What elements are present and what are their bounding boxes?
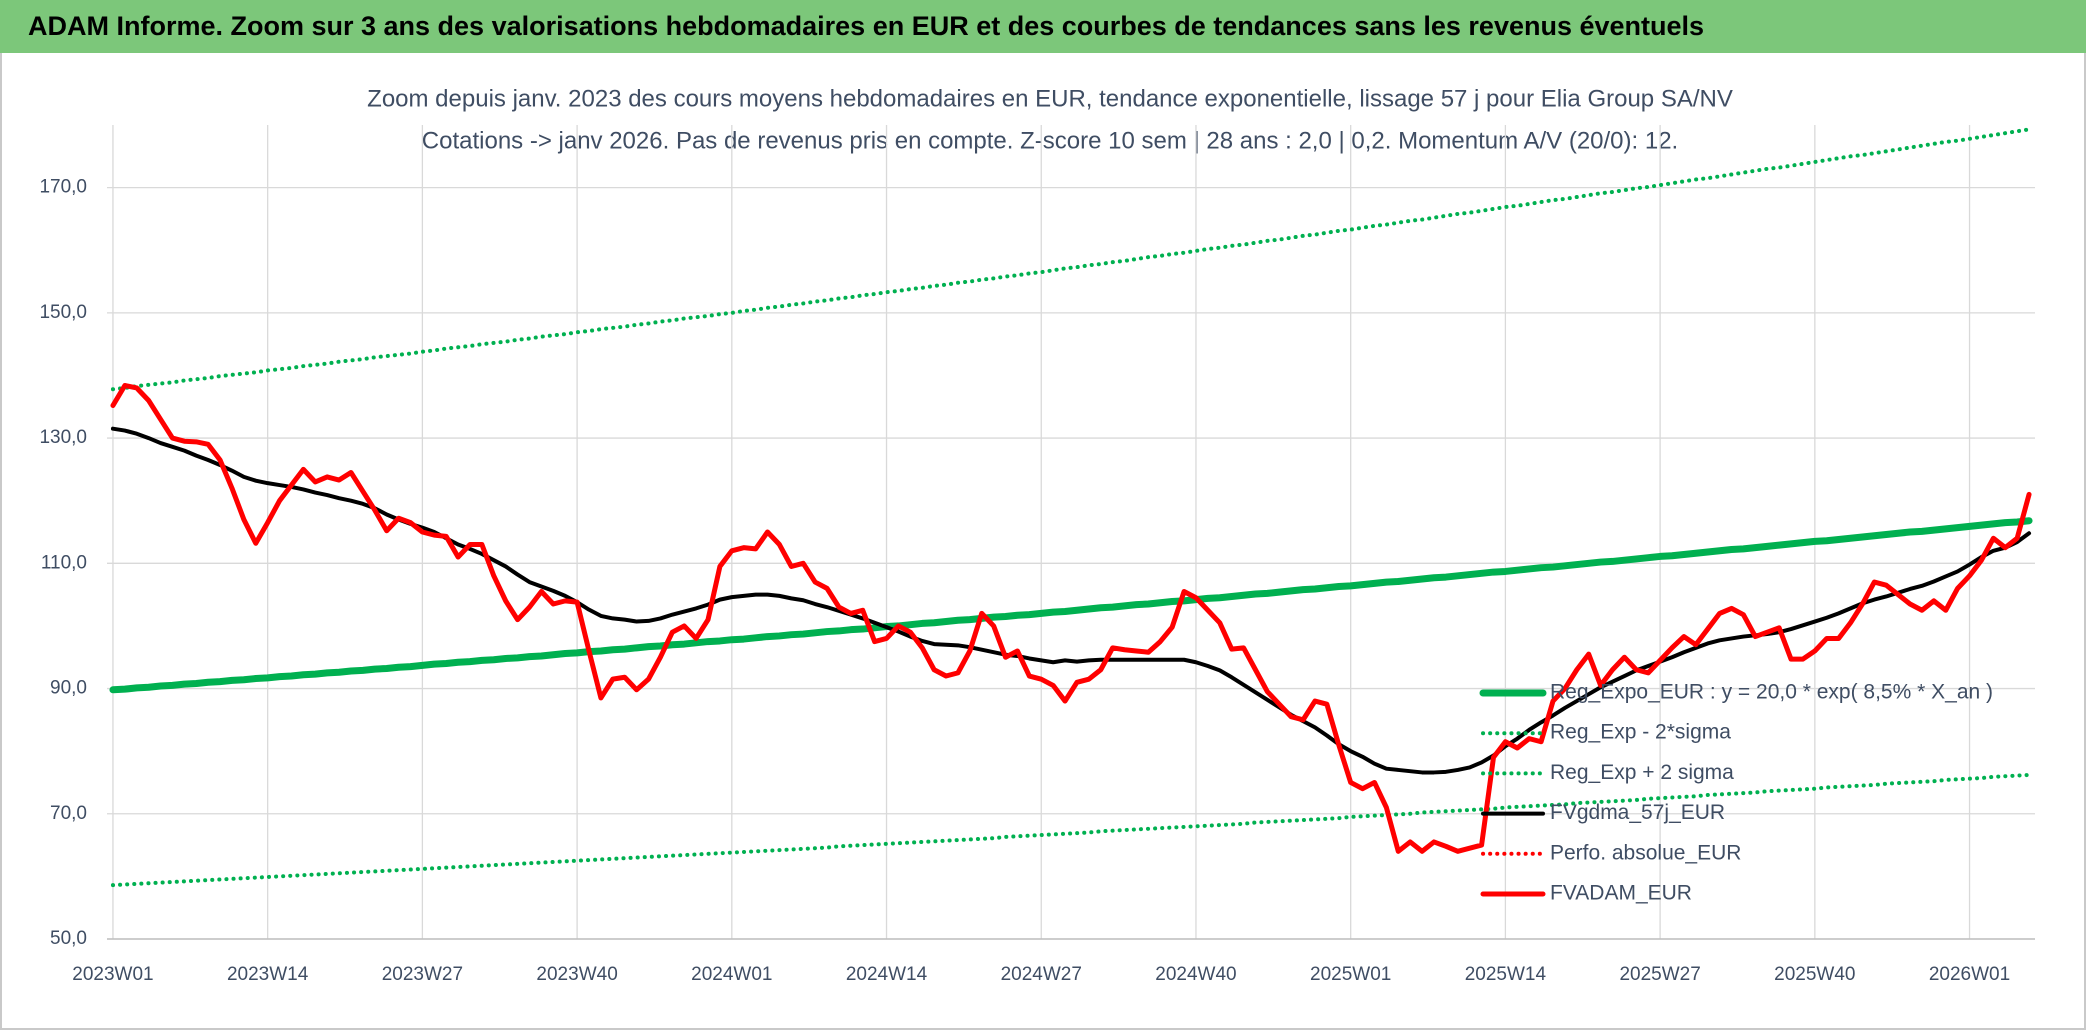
series-line	[109, 517, 2033, 694]
legend-label: Reg_Expo_EUR : y = 20,0 * exp( 8,5% * X_…	[1550, 681, 1993, 704]
x-tick-label: 2024W14	[846, 964, 928, 985]
y-tick-label: 170,0	[39, 177, 87, 198]
y-tick-label: 90,0	[50, 678, 87, 699]
series-line	[110, 426, 2032, 775]
x-tick-label: 2026W01	[1929, 964, 2010, 985]
y-tick-label: 110,0	[41, 552, 87, 573]
y-tick-label: 50,0	[50, 928, 87, 949]
x-tick-label: 2023W14	[227, 964, 309, 985]
y-tick-label: 130,0	[39, 427, 87, 448]
x-tick-label: 2025W14	[1465, 964, 1547, 985]
legend-label: FVADAM_EUR	[1550, 882, 1692, 905]
x-tick-label: 2025W27	[1619, 964, 1700, 985]
legend-label: Perfo. absolue_EUR	[1550, 841, 1741, 864]
x-tick-label: 2024W27	[1001, 964, 1082, 985]
x-tick-label: 2023W27	[382, 964, 463, 985]
legend-label: Reg_Exp + 2 sigma	[1550, 761, 1734, 784]
series-line	[110, 127, 2032, 392]
x-tick-label: 2024W40	[1155, 964, 1236, 985]
title-bar	[0, 0, 2086, 53]
legend-label: Reg_Exp - 2*sigma	[1550, 721, 1731, 744]
y-tick-label: 150,0	[39, 302, 87, 323]
x-tick-label: 2023W40	[536, 964, 617, 985]
x-tick-label: 2023W01	[72, 964, 153, 985]
chart-title: ADAM Informe. Zoom sur 3 ans des valoris…	[28, 11, 1704, 41]
chart-subtitle: Zoom depuis janv. 2023 des cours moyens …	[367, 85, 1733, 112]
legend-label: FVgdma_57j_EUR	[1550, 801, 1725, 824]
chart-subtitle: Cotations -> janv 2026. Pas de revenus p…	[422, 127, 1678, 154]
series-line	[110, 772, 2032, 888]
x-tick-label: 2025W40	[1774, 964, 1855, 985]
x-tick-label: 2024W01	[691, 964, 772, 985]
x-tick-label: 2025W01	[1310, 964, 1391, 985]
series-line	[110, 382, 2032, 854]
y-tick-label: 70,0	[50, 803, 87, 824]
